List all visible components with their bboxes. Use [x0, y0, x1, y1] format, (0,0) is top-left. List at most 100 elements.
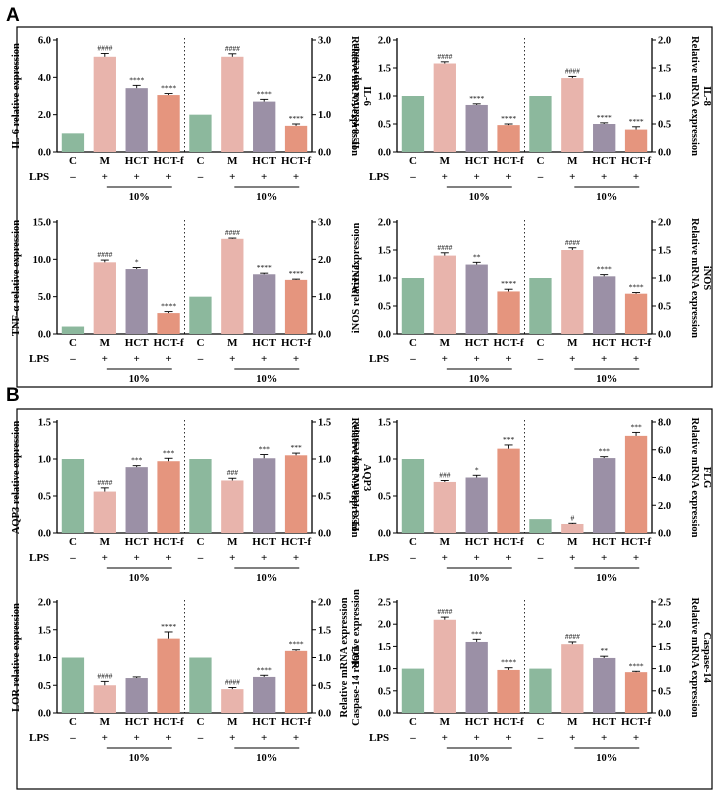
dose-label: 10% — [469, 753, 490, 764]
category-label: M — [100, 536, 111, 548]
y-tick-label: 5.0 — [38, 292, 51, 303]
significance-label: *** — [630, 422, 642, 431]
bar-hct-f — [157, 95, 180, 152]
panel-letter-b: B — [6, 385, 20, 406]
y-tick-label: 0.0 — [658, 529, 671, 540]
y-tick-label: 1.5 — [318, 625, 331, 636]
significance-label: **** — [129, 75, 144, 84]
y-axis-title: LOR relative expression — [11, 603, 22, 712]
lps-sign: + — [505, 552, 511, 564]
y-tick-label: 0.5 — [378, 686, 391, 697]
category-label: M — [100, 337, 111, 349]
y-axis-title: Caspase-14 — [701, 632, 712, 684]
category-label: C — [536, 155, 544, 167]
y-tick-label: 1.5 — [658, 246, 671, 257]
category-label: HCT-f — [621, 536, 651, 548]
significance-label: # — [570, 513, 574, 522]
bar-c — [401, 96, 425, 152]
y-tick-label: 0.5 — [38, 492, 51, 503]
significance-label: *** — [259, 445, 271, 454]
category-label: HCT — [465, 716, 490, 728]
category-label: HCT — [125, 337, 150, 349]
significance-label: *** — [503, 435, 515, 444]
significance-label: **** — [597, 265, 612, 274]
bar-c — [401, 668, 425, 713]
significance-label: *** — [131, 456, 143, 465]
significance-label: **** — [257, 263, 272, 272]
lps-sign: + — [102, 353, 108, 365]
dose-label: 10% — [596, 753, 617, 764]
chart-8: 0.0 0.5 1.0 1.5 2.0 2.5 Relative mRNA expressi… — [339, 589, 712, 764]
category-label: HCT-f — [621, 716, 651, 728]
bar-hct-f — [624, 129, 648, 152]
bar-c — [189, 296, 212, 334]
significance-label: #### — [437, 607, 452, 616]
y-axis-title: iNOS — [701, 266, 712, 291]
bar-m — [561, 644, 584, 713]
bar-hct — [465, 477, 488, 533]
y-tick-label: 4.0 — [658, 473, 671, 484]
category-label: HCT-f — [493, 536, 523, 548]
y-tick-label: 0.0 — [658, 330, 671, 341]
significance-label: **** — [629, 661, 644, 670]
lps-sign: + — [134, 732, 140, 744]
bar-c — [529, 96, 552, 152]
bar-m — [93, 491, 116, 533]
lps-sign: + — [165, 353, 171, 365]
y-tick-label: 1.0 — [658, 274, 671, 285]
dose-label: 10% — [256, 192, 277, 203]
y-tick-label: 1.0 — [38, 653, 51, 664]
lps-sign: + — [442, 171, 448, 183]
category-label: C — [536, 716, 544, 728]
bar-c — [189, 657, 212, 713]
lps-label: LPS — [369, 353, 389, 365]
category-label: HCT — [465, 155, 490, 167]
y-axis-title: AQP3 — [361, 464, 372, 491]
category-label: HCT-f — [281, 536, 311, 548]
dose-label: 10% — [596, 374, 617, 385]
lps-sign: – — [537, 552, 544, 564]
lps-sign: + — [474, 171, 480, 183]
category-label: HCT — [252, 536, 277, 548]
y-tick-label: 0.0 — [318, 709, 331, 720]
bar-hct — [253, 274, 276, 334]
category-label: M — [227, 716, 238, 728]
significance-label: **** — [289, 114, 304, 123]
dose-label: 10% — [596, 192, 617, 203]
significance-label: **** — [257, 665, 272, 674]
y-tick-label: 1.5 — [378, 64, 391, 75]
y-tick-label: 2.0 — [38, 598, 51, 609]
y-tick-label: 1.0 — [378, 92, 391, 103]
lps-sign: + — [229, 732, 235, 744]
category-label: M — [567, 155, 578, 167]
bar-hct-f — [284, 455, 308, 533]
y-axis-title: LOR — [349, 646, 360, 669]
lps-sign: + — [134, 552, 140, 564]
y-tick-label: 0.5 — [658, 302, 671, 313]
y-tick-label: 2.0 — [38, 110, 51, 121]
significance-label: ** — [473, 252, 481, 261]
bar-m — [433, 63, 456, 152]
significance-label: **** — [161, 84, 176, 93]
y-tick-label: 0.5 — [378, 302, 391, 313]
y-tick-label: 0.5 — [378, 492, 391, 503]
bar-hct — [253, 458, 276, 533]
y-axis-title: Caspase-14 relative expression — [351, 589, 362, 726]
dose-label: 10% — [129, 192, 150, 203]
dose-label: 10% — [469, 573, 490, 584]
y-tick-label: 0.0 — [38, 330, 51, 341]
significance-label: **** — [629, 283, 644, 292]
significance-label: **** — [161, 622, 176, 631]
bar-hct — [125, 467, 148, 533]
y-axis-title: AQP3 relative expression — [11, 421, 22, 535]
y-tick-label: 2.0 — [658, 620, 671, 631]
lps-sign: – — [537, 353, 544, 365]
bar-m — [93, 56, 116, 152]
y-tick-label: 1.5 — [38, 625, 51, 636]
y-tick-label: 1.0 — [378, 664, 391, 675]
bar-c — [529, 519, 552, 533]
category-label: M — [227, 155, 238, 167]
lps-sign: + — [102, 171, 108, 183]
y-tick-label: 2.0 — [658, 501, 671, 512]
